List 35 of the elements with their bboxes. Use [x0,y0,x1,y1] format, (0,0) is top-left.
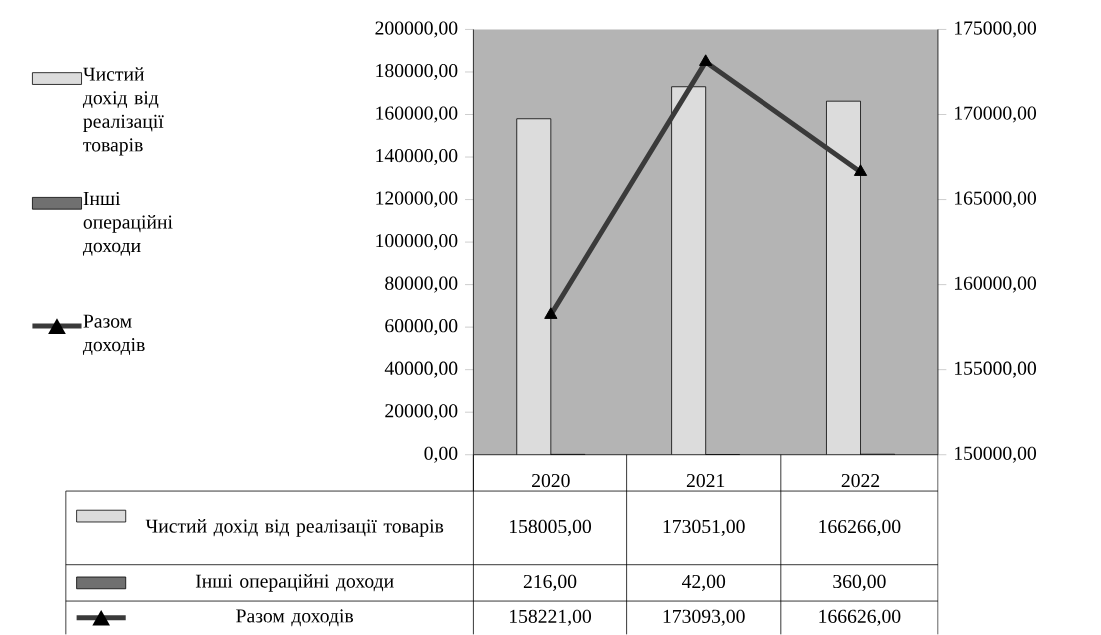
y2-tick-label: 170000,00 [955,106,1037,123]
data-label: 173051,00 [663,519,745,537]
data-label: 42,00 [681,574,726,591]
y-tick-label: 160000,00 [376,106,458,123]
data-label: 166266,00 [819,519,901,537]
text: Інші операційні доходи [195,574,394,592]
y-tick-label: 60000,00 [385,319,458,336]
y-tick-label: 180000,00 [376,64,458,81]
y2-tick-label: 165000,00 [955,191,1037,208]
y-tick-label: 200000,00 [375,21,458,38]
y2-tick-label: 150000,00 [955,446,1037,463]
y-tick-label: 140000,00 [376,149,458,166]
data-label: 216,00 [523,574,577,591]
data-label: 158005,00 [510,519,592,537]
y-tick-label: 80000,00 [385,276,458,293]
y-tick-label: 100000,00 [376,234,458,251]
data-label: 360,00 [833,574,886,591]
y-tick-label: 40000,00 [384,361,458,378]
data-label: 166626,00 [819,609,901,626]
legend-label: Чистий дохід від реалізації товарів [145,519,444,537]
x-tick-label: 2021 [686,474,725,488]
x-tick-label: 2022 [841,474,880,488]
x-tick-label: 2020 [532,474,570,488]
y2-tick-label: 155000,00 [955,361,1037,378]
y2-tick-label: 160000,00 [955,276,1037,293]
y-tick-label: 20000,00 [385,404,458,421]
y2-tick-label: 175000,00 [955,21,1037,38]
text: Чистий дохід від реалізації товарів [82,67,164,156]
text: Разом доходів [236,609,354,627]
y-tick-label: 120000,00 [376,191,458,208]
data-label: 158221,00 [510,609,592,626]
y-tick-label: 0,00 [424,446,458,463]
data-label: 173093,00 [663,609,745,626]
legend-label: Інші операційні доходи [82,191,173,256]
legend-label: Разом доходів [82,314,145,355]
